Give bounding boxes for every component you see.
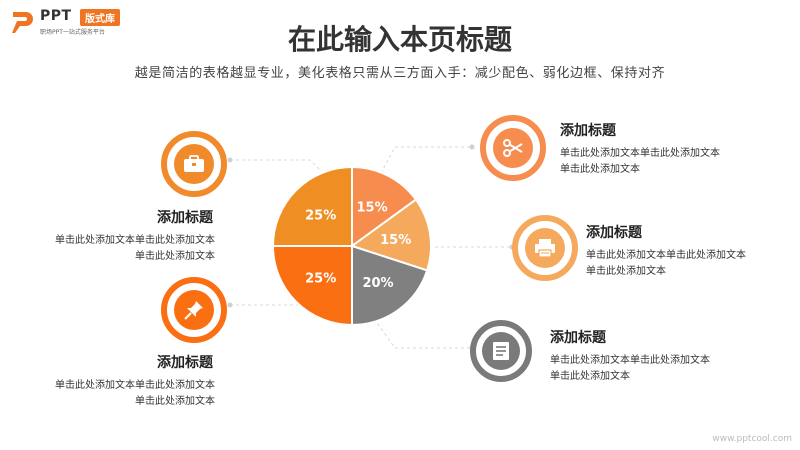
heading-right-bottom: 添加标题 [550,330,606,346]
printer-icon [535,239,555,258]
printer-circle [512,215,578,281]
scissors-circle [480,115,546,181]
heading-right-top: 添加标题 [560,123,616,139]
pie-label-3: 20% [362,276,393,291]
logo-text: PPT [40,8,72,24]
page-title: 在此输入本页标题 [287,23,512,56]
watermark: www.pptcool.com [712,434,792,444]
line1-right-bottom: 单击此处添加文本单击此处添加文本 [550,355,710,366]
pie-slice-2 [349,198,432,272]
line1-left-top: 单击此处添加文本单击此处添加文本 [55,235,215,246]
scissors-icon [503,139,523,157]
briefcase-icon [184,155,204,172]
pushpin-circle [161,277,227,343]
pie-slice-3 [351,244,429,327]
heading-right-mid: 添加标题 [586,225,642,241]
connector-right-bottom [374,319,470,349]
pie-label-2: 15% [380,233,411,248]
logo-tagline: 职场PPT一站式服务平台 [40,29,105,36]
heading-left-top: 添加标题 [157,210,213,226]
briefcase-circle [161,131,227,197]
pie-label-5: 25% [305,209,336,224]
line1-right-mid: 单击此处添加文本单击此处添加文本 [586,250,746,261]
line2-left-bottom: 单击此处添加文本 [135,396,215,407]
line1-left-bottom: 单击此处添加文本单击此处添加文本 [55,380,215,391]
logo: PPT 版式库 职场PPT一站式服务平台 [10,8,160,38]
line2-left-top: 单击此处添加文本 [135,251,215,262]
connector-left-top [230,159,321,171]
pie-label-4: 25% [305,271,336,286]
line2-right-mid: 单击此处添加文本 [586,266,666,277]
logo-mark-icon [12,12,33,33]
line1-right-top: 单击此处添加文本单击此处添加文本 [560,148,720,159]
pie-slice-5 [271,165,353,247]
text-block-right-top: 添加标题 单击此处添加文本单击此处添加文本 单击此处添加文本 [560,120,720,178]
pie-slice-1 [351,165,418,248]
connector-right-top [379,146,470,176]
text-block-left-bottom: 添加标题 单击此处添加文本单击此处添加文本 单击此处添加文本 [55,352,215,410]
line2-right-top: 单击此处添加文本 [560,164,640,175]
text-block-right-mid: 添加标题 单击此处添加文本单击此处添加文本 单击此处添加文本 [586,222,746,280]
line2-right-bottom: 单击此处添加文本 [550,371,630,382]
page-subtitle: 越是简洁的表格越显专业，美化表格只需从三方面入手：减少配色、弱化边框、保持对齐 [134,66,666,81]
heading-left-bottom: 添加标题 [157,355,213,371]
pie-slice-4 [271,245,353,327]
document-icon [493,342,509,360]
text-block-right-bottom: 添加标题 单击此处添加文本单击此处添加文本 单击此处添加文本 [550,327,710,385]
text-block-left-top: 添加标题 单击此处添加文本单击此处添加文本 单击此处添加文本 [55,207,215,265]
document-circle [470,320,532,382]
logo-badge: 版式库 [80,9,120,26]
pie-label-1: 15% [357,201,388,216]
pushpin-icon [184,301,203,320]
